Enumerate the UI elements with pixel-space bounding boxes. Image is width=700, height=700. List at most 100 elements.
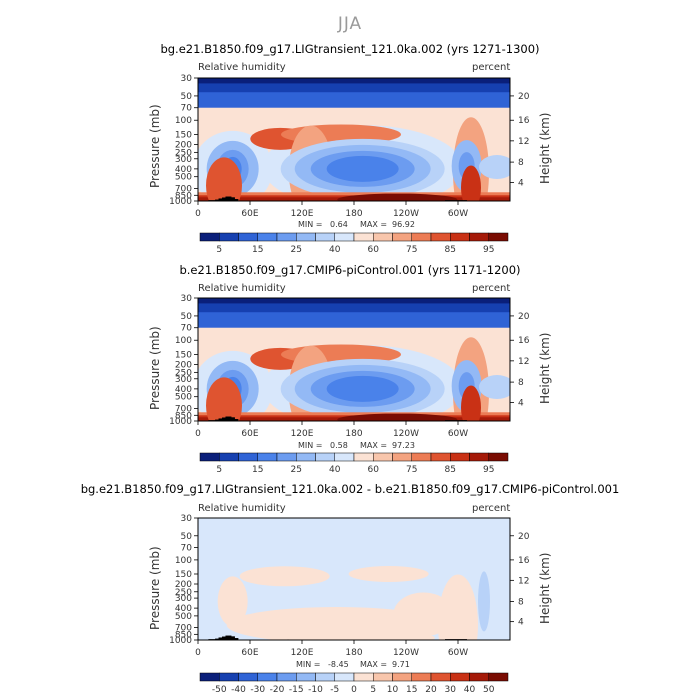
panel-1-terrain-tibet-3 [225,196,232,201]
panel-2-colorbar-box-11 [411,452,432,462]
panel-1-dry-core [326,155,399,182]
panel-3-colorbar-label-12: 30 [445,685,457,695]
panel-2-max-value: 97.23 [392,441,415,450]
panel-3-terrain-tibet-1 [218,637,225,640]
panel-2-xtick-label-4: 120W [393,429,419,439]
panel-3-ytick-right-label-4: 4 [518,618,524,628]
panel-2-terrain-tibet-1 [218,418,225,421]
panel-3-colorbar-label-4: -15 [289,685,304,695]
panel-3-colorbar-label-7: 0 [351,685,357,695]
panel-1-ytick-label-9: 500 [175,173,192,183]
panel-3-colorbar-label-3: -20 [270,685,285,695]
panel-3-colorbar-box-3 [257,672,278,682]
panel-2-dry-far-east [479,375,510,400]
panel-3-colorbar-box-5 [296,672,316,682]
panel-3-colorbar-box-4 [276,672,297,682]
panel-2-colorbar-box-7 [334,452,355,462]
panel-3-colorbar-box-12 [430,672,451,682]
panel-2-terrain-tibet-4 [228,417,235,421]
panel-3-title: bg.e21.B1850.f09_g17.LIGtransient_121.0k… [80,482,620,496]
panel-1-strat-band-3 [198,78,510,84]
panel-3-colorbar-label-11: 20 [425,685,437,695]
panel-2-west-moist-column [206,377,242,421]
panel-2-colorbar-box-3 [257,452,278,462]
panel-1-dry-far-east [479,155,510,180]
panel-3-xtick-label-4: 120W [393,648,419,658]
panel-3-ytick-label-3: 100 [175,556,192,566]
panel-2-xtick-label-3: 180 [345,429,362,439]
panel-1-ytick-right-label-0: 20 [518,92,530,102]
panel-2-colorbar-label-0: 5 [216,465,222,475]
panel-1-colorbar-box-2 [238,232,258,242]
panel-3-xtick-label-3: 180 [345,648,362,658]
panel-3-colorbar-label-13: 40 [464,685,476,695]
panel-2-colorbar-label-5: 75 [406,465,417,475]
panel-3-colorbar-box-0 [199,672,220,682]
panel-3-xtick-label-2: 120E [291,648,314,658]
panel-2-colorbar-label-1: 15 [252,465,263,475]
panel-1-title: bg.e21.B1850.f09_g17.LIGtransient_121.0k… [160,42,540,56]
panel-1-xtick-label-4: 120W [393,209,419,219]
panel-1-colorbar-label-4: 60 [368,245,380,255]
panel-2-ytick-label-11: 850 [175,411,192,421]
panel-3-max-value: 9.71 [392,660,410,669]
panel-1-ytick-right-label-4: 4 [518,178,524,188]
panel-3-field [198,518,510,640]
panel-2-colorbar-box-13 [450,452,470,462]
panel-1-xtick-label-0: 0 [195,209,201,219]
panel-3-colorbar-label-5: -10 [308,685,323,695]
panel-3-xtick-label-0: 0 [195,648,201,658]
panel-1-ytick-label-0: 30 [181,74,193,84]
panel-1-xtick-label-3: 180 [345,209,362,219]
panel-2-colorbar-box-1 [219,452,239,462]
panel-1-xtick-label-5: 60W [448,209,468,219]
panel-2-ytick-right-label-3: 8 [518,378,524,388]
panel-1-colorbar-label-6: 85 [445,245,456,255]
panel-3-colorbar-box-1 [219,672,239,682]
panel-3-pos-upper-2 [348,565,429,582]
panel-2-ytick-label-4: 150 [175,350,192,360]
panel-3-colorbar-label-8: 5 [370,685,376,695]
panel-2-xtick-label-5: 60W [448,429,468,439]
panel-2-ytick-label-2: 70 [181,324,193,334]
panel-3-colorbar-box-11 [411,672,432,682]
panel-3-min-value: -8.45 [328,660,349,669]
panel-1-ytick-label-3: 100 [175,116,192,126]
panel-3-ytick-label-7: 300 [175,594,192,604]
panel-2-terrain-tibet-3 [225,416,232,421]
panel-1-right-string: percent [472,62,511,73]
panel-2-ytick-label-6: 250 [175,368,192,378]
panel-1-left-string: Relative humidity [198,62,286,73]
panel-3-xtick-label-1: 60E [241,648,258,658]
panel-1-colorbar-label-2: 25 [291,245,302,255]
panel-1-ytick-label-2: 70 [181,104,193,114]
panel-2-colorbar-label-3: 40 [329,465,341,475]
panel-1-colorbar-label-5: 75 [406,245,417,255]
panel-3-pos-surface [325,631,435,640]
panel-3-pos-upper-1 [239,566,330,587]
panel-3-ytick-right-label-2: 12 [518,576,529,586]
panel-3-ytick-label-5: 200 [175,580,192,590]
panel-1-xtick-label-2: 120E [291,209,314,219]
panel-3-ytick-right-label-3: 8 [518,597,524,607]
panel-1-east-moist-column [461,165,481,201]
panel-3-colorbar-box-9 [373,672,393,682]
panel-2-colorbar-box-8 [353,452,374,462]
panel-2-ytick-right-label-2: 12 [518,357,529,367]
panel-1-colorbar-box-12 [430,232,451,242]
panel-3-colorbar-box-14 [469,672,489,682]
panel-1-colorbar-box-7 [334,232,355,242]
panel-2-ytick-label-0: 30 [181,294,193,304]
panel-1-colorbar-box-0 [199,232,220,242]
panel-1-colorbar-box-3 [257,232,278,242]
panel-2-colorbar-box-10 [392,452,412,462]
panel-1-ytick-label-5: 200 [175,141,192,151]
panel-2-east-moist-column [461,385,481,421]
panel-2-ytick-right-label-1: 16 [518,336,530,346]
panel-2-ytick-label-12: 1000 [169,417,192,427]
panel-1-pbl-core [337,193,458,201]
panel-2-title: b.e21.B1850.f09_g17.CMIP6-piControl.001 … [179,263,521,277]
panel-1-max-label: MAX = [360,220,388,229]
panel-2-ytick-label-10: 700 [175,404,192,414]
panel-1-ytick-right-label-2: 12 [518,137,529,147]
